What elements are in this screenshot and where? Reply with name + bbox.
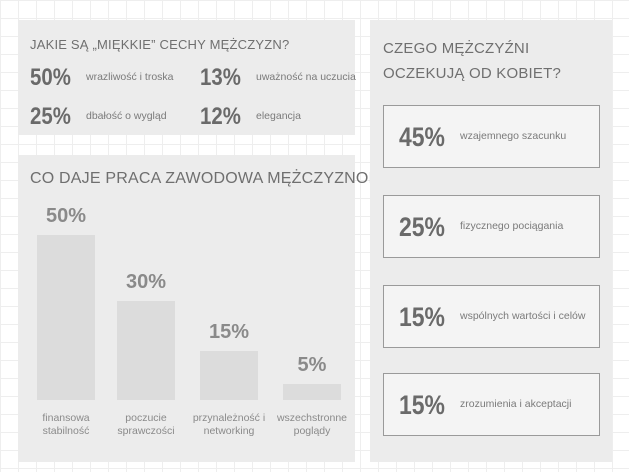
trait-percent: 12% — [200, 103, 241, 130]
expectation-text: wzajemnego szacunku — [460, 130, 567, 142]
value-label: 30% — [125, 271, 167, 293]
expectation-percent: 45% — [399, 122, 445, 152]
value-label: 5% — [297, 353, 327, 376]
value-label: 15% — [208, 320, 250, 343]
value-label: 50% — [45, 205, 87, 227]
bar — [37, 235, 95, 400]
trait-text: dbałość o wygląd — [86, 110, 167, 122]
expectation-box — [383, 373, 600, 436]
soft-traits-title: JAKIE SĄ „MIĘKKIE” CECHY MĘŻCZYZN? — [30, 37, 290, 52]
soft-traits-panel — [18, 20, 355, 135]
category-label: wszechstronne poglądy — [276, 412, 348, 437]
expectation-text: zrozumienia i akceptacji — [460, 398, 572, 410]
trait-text: wrazliwość i troska — [86, 71, 174, 83]
expectation-percent: 15% — [399, 390, 445, 420]
expectation-box — [383, 285, 600, 348]
chart-title: CO DAJE PRACA ZAWODOWA MĘŻCZYZNOM? — [30, 170, 392, 187]
expectations-title: CZEGO MĘŻCZYŹNI OCZEKUJĄ OD KOBIET? — [383, 40, 561, 82]
trait-text: elegancja — [256, 110, 301, 122]
bar — [200, 350, 258, 400]
category-label: poczucie sprawczości — [117, 412, 175, 437]
expectation-box — [383, 105, 600, 168]
trait-percent: 13% — [200, 64, 241, 91]
expectation-percent: 15% — [399, 302, 445, 332]
bar — [117, 301, 175, 400]
trait-percent: 50% — [30, 64, 71, 91]
category-label: przynależność i networking — [192, 412, 266, 437]
expectation-text: fizycznego pociągania — [460, 220, 564, 232]
category-label: finansowa stabilność — [42, 412, 90, 437]
bar — [283, 383, 341, 400]
trait-text: uważność na uczucia — [256, 71, 356, 83]
expectation-text: wspólnych wartości i celów — [460, 310, 586, 322]
trait-percent: 25% — [30, 103, 71, 130]
expectation-percent: 25% — [399, 212, 445, 242]
expectation-box — [383, 195, 600, 258]
